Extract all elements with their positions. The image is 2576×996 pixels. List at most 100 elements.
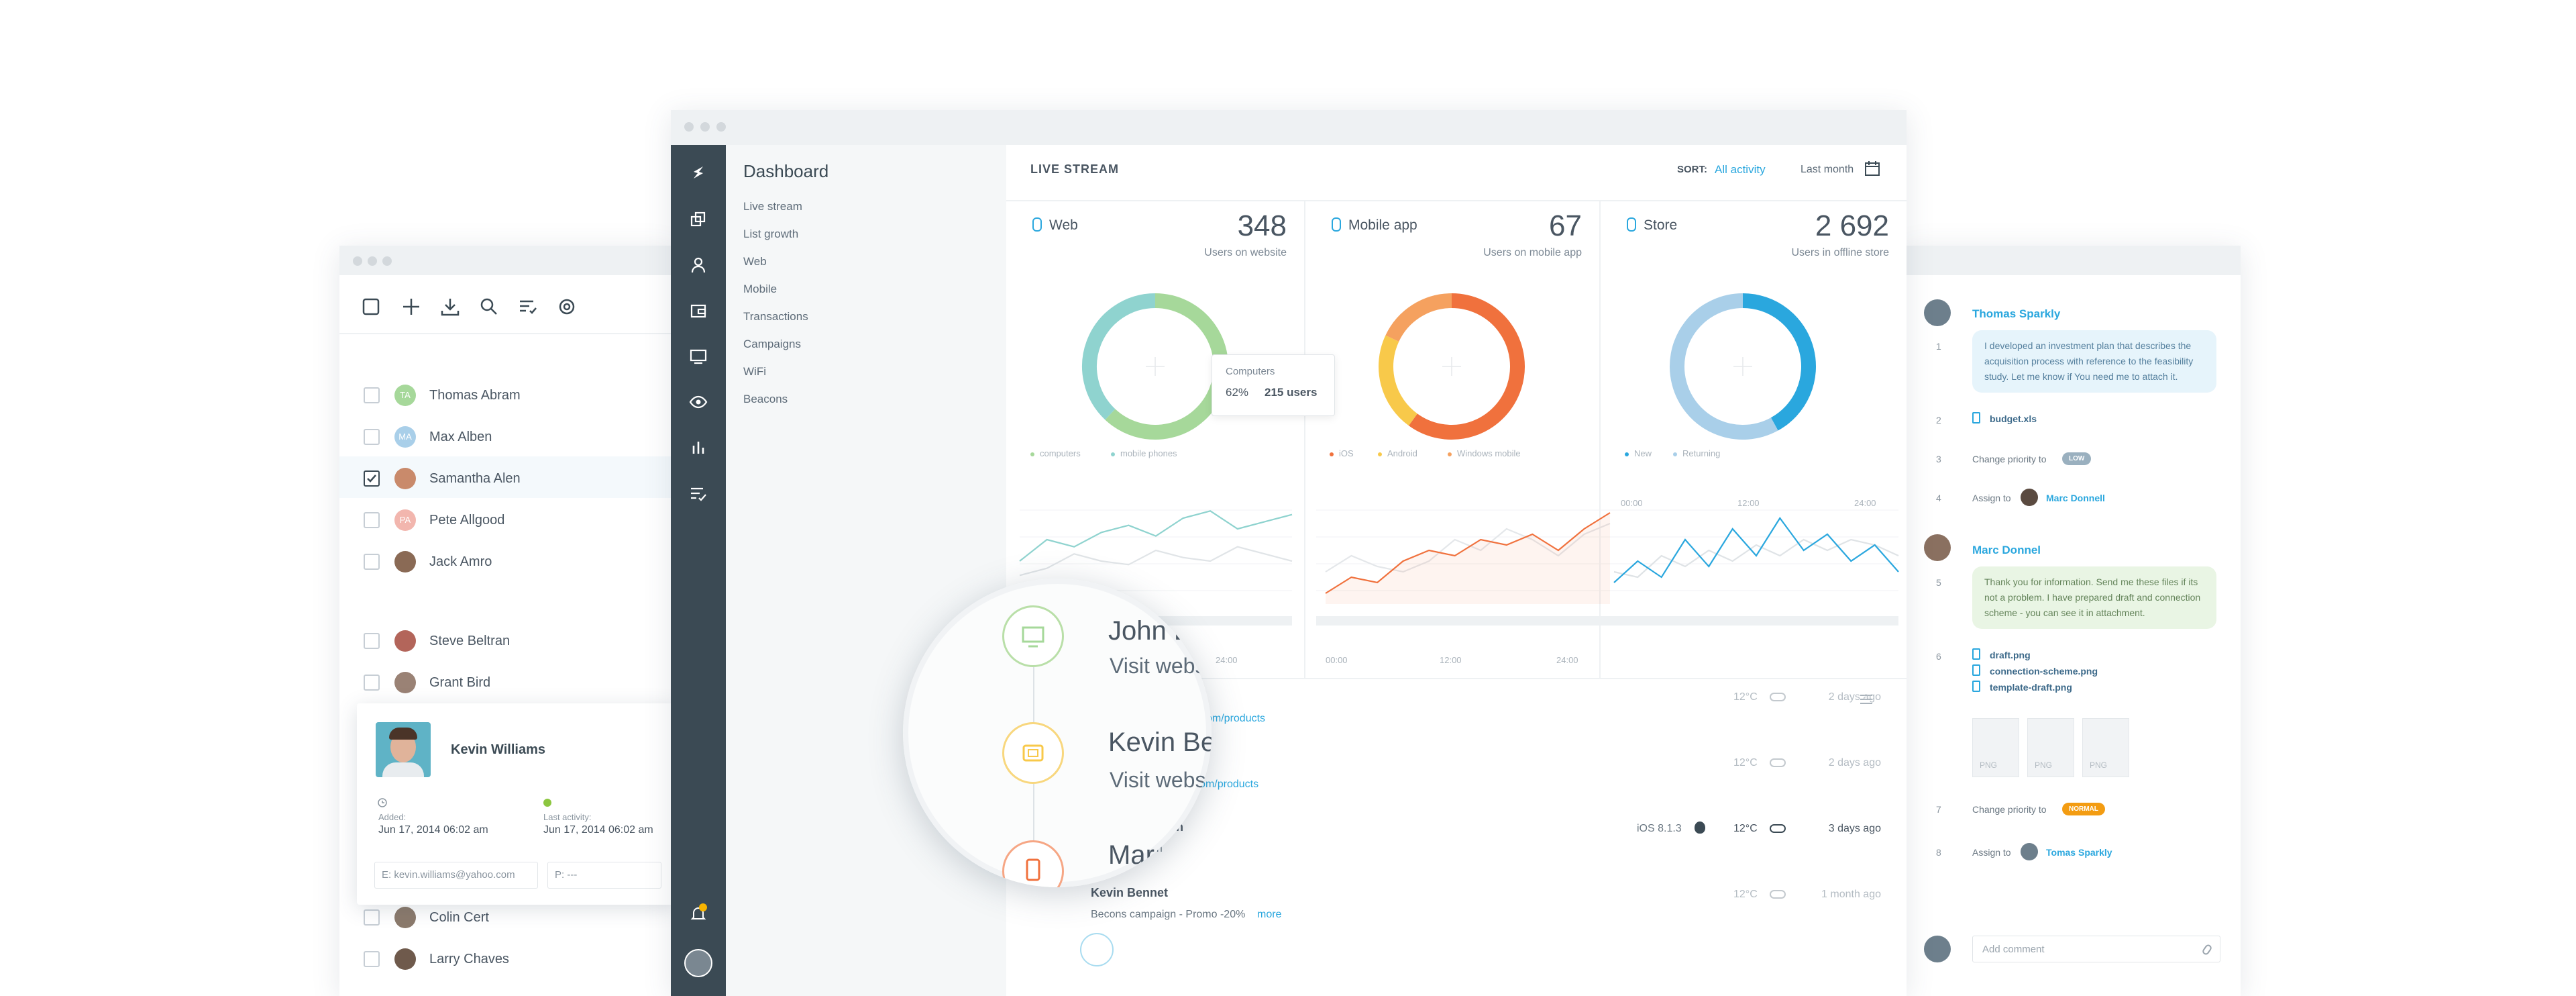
logo-icon[interactable] [688,164,708,184]
assignee-link[interactable]: Marc Donnell [2046,493,2105,503]
nav-item[interactable]: Mobile [743,283,777,295]
period-dropdown[interactable]: Last month [1801,164,1854,175]
author-name[interactable]: Thomas Sparkly [1972,307,2061,320]
checklist-icon[interactable] [688,483,708,503]
axis-tick-label: 00:00 [1326,655,1348,665]
avatar [394,468,416,489]
phone-icon [1332,217,1341,232]
contact-name: Grant Bird [429,675,491,690]
contact-row[interactable]: TA Thomas Abram [364,375,712,416]
beacon-icon [1080,933,1114,966]
row-checkbox[interactable] [364,470,380,487]
copy-icon[interactable] [688,209,708,230]
file-icon [1972,681,1980,692]
nav-item[interactable]: Web [743,255,767,268]
contact-row[interactable]: Jack Amro [364,541,712,583]
panel-value: 2 692 [1815,209,1889,242]
wallet-icon[interactable] [688,301,708,321]
plus-icon[interactable] [400,295,423,318]
temperature: 12°C [1733,889,1758,900]
monitor-icon[interactable] [688,346,708,366]
donut-center-cross [1733,357,1752,376]
phone-field[interactable]: P: --- [547,862,661,889]
eye-icon[interactable] [688,392,708,412]
nav-item[interactable]: Beacons [743,393,788,405]
row-checkbox[interactable] [364,909,380,926]
nav-item[interactable]: Campaigns [743,338,801,350]
nav-item[interactable]: List growth [743,228,799,240]
row-checkbox[interactable] [364,429,380,445]
user-avatar[interactable] [684,949,712,977]
author-name[interactable]: Marc Donnel [1972,544,2041,556]
assignee-avatar [2021,489,2038,506]
stream-link[interactable]: om/products [1206,713,1266,724]
row-checkbox[interactable] [364,951,380,967]
legend-item: Returning [1673,448,1720,458]
range-scrollbar[interactable] [1316,616,1610,626]
contact-row[interactable]: MA Max Alben [364,416,712,458]
range-scrollbar[interactable] [1610,616,1898,626]
panel-divider [1304,201,1305,678]
notification-bell-icon[interactable] [688,903,708,924]
filter-list-icon[interactable] [517,295,539,318]
row-checkbox[interactable] [364,633,380,649]
donut-slice[interactable] [1379,335,1418,426]
nav-panel [726,145,1006,996]
current-user-avatar [1924,936,1951,962]
stream-name[interactable]: Kevin Bennet [1091,886,1169,899]
contact-row[interactable]: Grant Bird [364,662,712,703]
hair-shape [389,728,417,740]
lens-row-name: Kevin Ben [1108,728,1212,757]
timestamp: 2 days ago [1828,757,1881,768]
nav-item[interactable]: Live stream [743,200,802,213]
contact-row[interactable]: Samantha Alen [364,458,712,499]
legend-label: New [1634,448,1652,458]
settings-cog-icon[interactable] [555,295,578,318]
donut-slice[interactable] [1742,293,1816,431]
row-checkbox[interactable] [364,387,380,403]
donut-slice[interactable] [1408,293,1525,440]
avatar [394,630,416,652]
attachment-link[interactable]: template-draft.png [1990,682,2072,693]
png-thumbnail[interactable]: PNG [2082,718,2129,777]
png-label: PNG [2035,760,2053,770]
row-checkbox[interactable] [364,675,380,691]
calendar-icon[interactable] [1864,160,1881,177]
search-icon[interactable] [478,295,500,318]
axis-tick-label: 24:00 [1854,498,1876,508]
row-checkbox[interactable] [364,512,380,528]
contact-row[interactable]: Larry Chaves [364,938,712,980]
donut-slice[interactable] [1385,293,1452,342]
sort-dropdown[interactable]: All activity [1715,163,1766,176]
more-link[interactable]: more [1257,909,1282,920]
attachment-link[interactable]: connection-scheme.png [1990,666,2098,677]
nav-item[interactable]: Transactions [743,310,808,323]
png-thumbnail[interactable]: PNG [2027,718,2074,777]
bar-chart-icon[interactable] [688,438,708,458]
row-checkbox[interactable] [364,554,380,570]
contact-row[interactable]: Colin Cert [364,897,712,938]
donut-slice[interactable] [1105,293,1228,440]
contact-row[interactable]: Steve Beltran [364,620,712,662]
panel-title: Store [1644,217,1678,233]
contact-row[interactable]: PA Pete Allgood [364,499,712,541]
donut-slice[interactable] [1082,293,1156,420]
user-icon[interactable] [688,255,708,275]
legend-item: computers [1030,448,1081,458]
nav-title: Dashboard [743,161,829,181]
donut-slice[interactable] [1670,293,1778,440]
nav-item[interactable]: WiFi [743,365,766,378]
panel-title: Web [1049,217,1078,233]
png-thumbnail[interactable]: PNG [1972,718,2019,777]
attachment-link[interactable]: draft.png [1990,650,2031,660]
email-field[interactable]: E: kevin.williams@yahoo.com [374,862,538,889]
legend-item: iOS [1330,448,1354,458]
timestamp: 2 days ago [1828,691,1881,703]
attachment-link[interactable]: budget.xls [1990,413,2037,424]
assignee-link[interactable]: Tomas Sparkly [2046,847,2112,858]
attach-paperclip-icon[interactable] [2201,943,2213,956]
download-icon[interactable] [439,295,462,318]
menu-icon[interactable] [1858,691,1874,707]
comment-input[interactable]: Add comment [1972,936,2220,962]
checkbox-icon[interactable] [360,295,382,318]
